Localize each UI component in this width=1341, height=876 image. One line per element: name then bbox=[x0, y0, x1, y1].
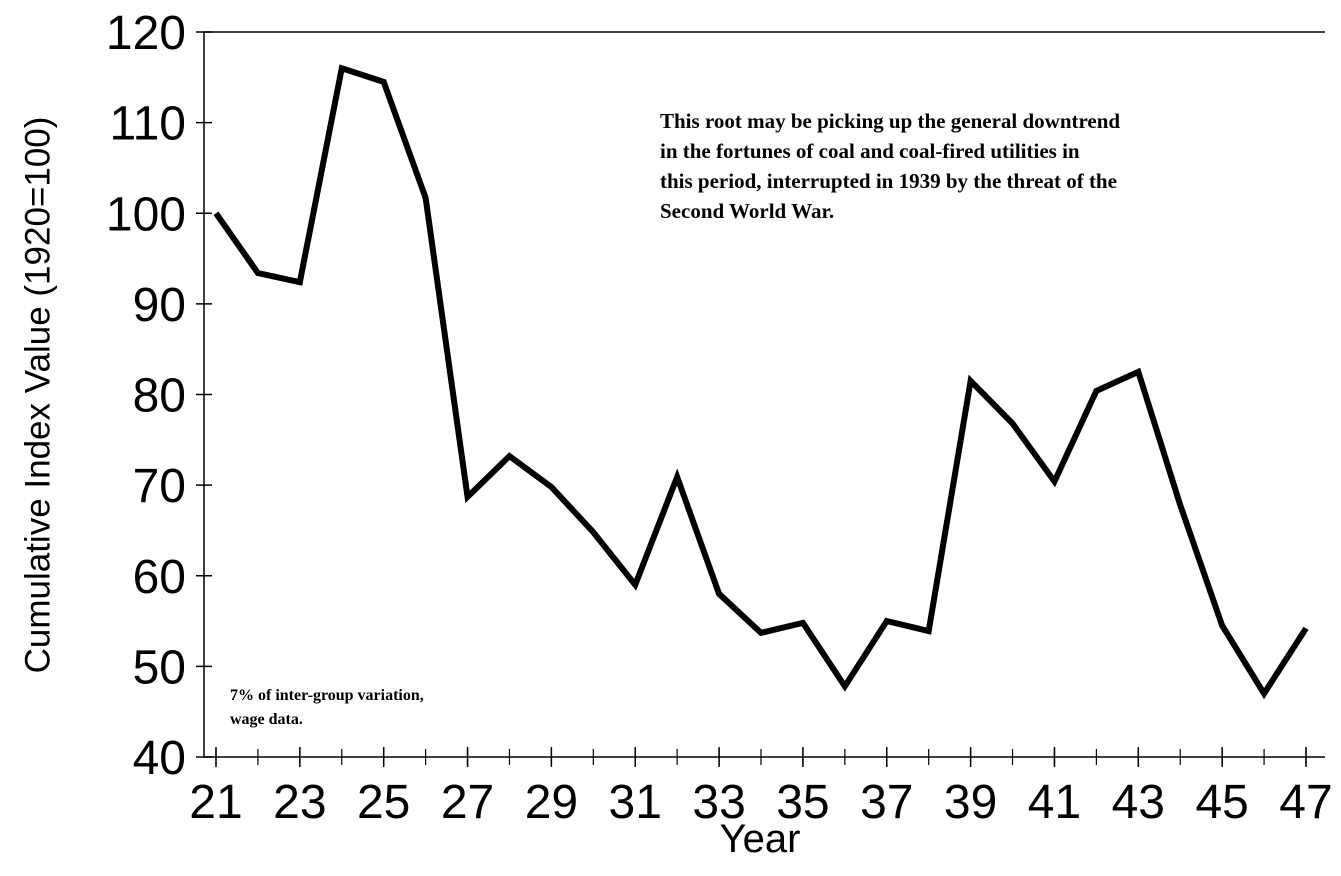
x-tick-label: 43 bbox=[1112, 776, 1165, 829]
x-tick-label: 25 bbox=[357, 776, 410, 829]
annotation: This root may be picking up the general … bbox=[660, 109, 1120, 133]
x-tick-label: 33 bbox=[692, 776, 745, 829]
x-tick-label: 47 bbox=[1279, 776, 1332, 829]
y-tick-label: 50 bbox=[133, 641, 186, 694]
x-tick-label: 27 bbox=[441, 776, 494, 829]
x-tick-label: 35 bbox=[776, 776, 829, 829]
x-tick-label: 41 bbox=[1028, 776, 1081, 829]
x-tick-label: 31 bbox=[609, 776, 662, 829]
x-axis-label: Year bbox=[720, 817, 801, 861]
annotation: wage data. bbox=[230, 711, 303, 728]
x-tick-label: 39 bbox=[944, 776, 997, 829]
y-axis-label: Cumulative Index Value (1920=100) bbox=[18, 117, 57, 674]
x-tick-label: 21 bbox=[189, 776, 242, 829]
x-tick-label: 23 bbox=[273, 776, 326, 829]
y-tick-label: 70 bbox=[133, 460, 186, 513]
y-tick-label: 100 bbox=[106, 188, 186, 241]
annotation: in the fortunes of coal and coal-fired u… bbox=[660, 139, 1080, 163]
y-tick-label: 110 bbox=[109, 98, 186, 151]
data-line bbox=[213, 64, 1309, 700]
x-tick-label: 29 bbox=[525, 776, 578, 829]
y-tick-label: 40 bbox=[133, 732, 186, 785]
x-tick-label: 45 bbox=[1195, 776, 1248, 829]
annotation: this period, interrupted in 1939 by the … bbox=[660, 169, 1117, 193]
annotation: Second World War. bbox=[660, 199, 834, 223]
annotation: 7% of inter-group variation, bbox=[230, 687, 424, 704]
y-tick-label: 90 bbox=[133, 279, 186, 332]
y-tick-label: 80 bbox=[133, 370, 186, 423]
y-tick-label: 60 bbox=[133, 551, 186, 604]
x-tick-label: 37 bbox=[860, 776, 913, 829]
y-tick-label: 120 bbox=[106, 7, 186, 60]
